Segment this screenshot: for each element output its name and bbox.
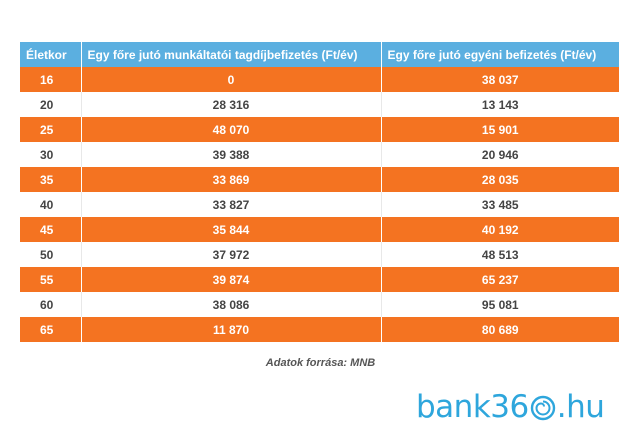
table-row: 40 33 827 33 485 — [20, 192, 619, 217]
cell-individual-contribution: 28 035 — [381, 167, 619, 192]
cell-age: 45 — [20, 217, 82, 242]
cell-employer-contribution: 39 388 — [81, 142, 382, 167]
cell-age: 40 — [20, 192, 82, 217]
cell-employer-contribution: 48 070 — [81, 117, 382, 142]
table-row: 25 48 070 15 901 — [20, 117, 619, 142]
header-employer-contribution: Egy főre jutó munkáltatói tagdíjbefizeté… — [81, 42, 382, 67]
table-body: 16 0 38 037 20 28 316 13 143 25 48 070 15 901 30 3… — [20, 67, 619, 342]
header-individual-contribution: Egy főre jutó egyéni befizetés (Ft/év) — [381, 42, 619, 67]
cell-individual-contribution: 80 689 — [381, 317, 619, 342]
table-row: 35 33 869 28 035 — [20, 167, 619, 192]
cell-employer-contribution: 33 827 — [81, 192, 382, 217]
cell-individual-contribution: 95 081 — [381, 292, 619, 317]
table-header: Életkor Egy főre jutó munkáltatói tagdíj… — [20, 42, 619, 67]
cell-age: 35 — [20, 167, 82, 192]
logo-text-start: bank36 — [416, 389, 529, 425]
cell-employer-contribution: 39 874 — [81, 267, 382, 292]
cell-employer-contribution: 0 — [81, 67, 382, 92]
header-age: Életkor — [20, 42, 82, 67]
table-row: 55 39 874 65 237 — [20, 267, 619, 292]
cell-individual-contribution: 13 143 — [381, 92, 619, 117]
table-row: 30 39 388 20 946 — [20, 142, 619, 167]
brand-logo: bank36 .hu — [416, 389, 605, 425]
data-table: Életkor Egy főre jutó munkáltatói tagdíj… — [20, 42, 619, 342]
cell-age: 20 — [20, 92, 82, 117]
cell-age: 16 — [20, 67, 82, 92]
cell-age: 30 — [20, 142, 82, 167]
cell-employer-contribution: 33 869 — [81, 167, 382, 192]
table-row: 20 28 316 13 143 — [20, 92, 619, 117]
cell-employer-contribution: 37 972 — [81, 242, 382, 267]
cell-individual-contribution: 20 946 — [381, 142, 619, 167]
cell-age: 50 — [20, 242, 82, 267]
cell-individual-contribution: 48 513 — [381, 242, 619, 267]
logo-text-end: .hu — [556, 389, 605, 425]
cell-individual-contribution: 15 901 — [381, 117, 619, 142]
table-row: 65 11 870 80 689 — [20, 317, 619, 342]
cell-employer-contribution: 11 870 — [81, 317, 382, 342]
cell-age: 65 — [20, 317, 82, 342]
header-row: Életkor Egy főre jutó munkáltatói tagdíj… — [20, 42, 619, 67]
spiral-zero-icon — [530, 395, 555, 420]
table-row: 60 38 086 95 081 — [20, 292, 619, 317]
table-row: 16 0 38 037 — [20, 67, 619, 92]
cell-individual-contribution: 65 237 — [381, 267, 619, 292]
cell-employer-contribution: 38 086 — [81, 292, 382, 317]
cell-individual-contribution: 40 192 — [381, 217, 619, 242]
table-row: 45 35 844 40 192 — [20, 217, 619, 242]
cell-individual-contribution: 38 037 — [381, 67, 619, 92]
source-note: Adatok forrása: MNB — [265, 357, 376, 369]
cell-age: 55 — [20, 267, 82, 292]
cell-employer-contribution: 35 844 — [81, 217, 382, 242]
cell-individual-contribution: 33 485 — [381, 192, 619, 217]
cell-employer-contribution: 28 316 — [81, 92, 382, 117]
table-row: 50 37 972 48 513 — [20, 242, 619, 267]
cell-age: 25 — [20, 117, 82, 142]
cell-age: 60 — [20, 292, 82, 317]
